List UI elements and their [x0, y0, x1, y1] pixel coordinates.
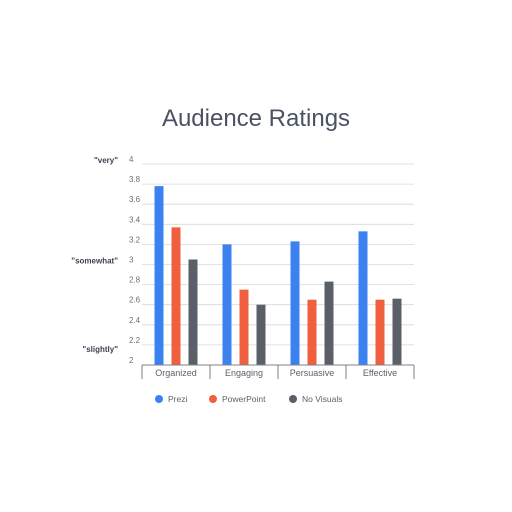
y-tick-label: 2.4 [129, 316, 141, 325]
qualitative-label: "somewhat" [71, 257, 118, 266]
legend-item: PowerPoint [209, 394, 266, 404]
legend-label: Prezi [168, 394, 187, 404]
x-tick-label: Engaging [225, 368, 263, 378]
bar-powerpoint-effective [375, 299, 385, 365]
y-tick-label: 3.2 [129, 235, 141, 244]
y-tick-label: 3.8 [129, 175, 141, 184]
bars [154, 186, 402, 365]
legend-item: Prezi [155, 394, 187, 404]
y-tick-label: 3 [129, 256, 134, 265]
bar-powerpoint-organized [171, 227, 181, 365]
legend-swatch [155, 395, 163, 403]
bar-no-visuals-organized [188, 259, 198, 365]
qualitative-labels: "very" "somewhat" "slightly" [71, 156, 118, 354]
legend-label: PowerPoint [222, 394, 266, 404]
y-tick-label: 2.2 [129, 336, 141, 345]
chart-title: Audience Ratings [162, 105, 350, 132]
y-tick-label: 2 [129, 356, 134, 365]
qualitative-label: "very" [94, 156, 118, 165]
bar-prezi-persuasive [290, 241, 300, 365]
y-tick-label: 2.6 [129, 296, 141, 305]
legend: Prezi PowerPoint No Visuals [155, 394, 342, 404]
y-tick-label: 3.6 [129, 195, 141, 204]
y-tick-label: 3.4 [129, 215, 141, 224]
x-axis: Organized Engaging Persuasive Effective [141, 364, 415, 379]
bar-prezi-effective [358, 231, 368, 365]
x-tick-label: Persuasive [290, 368, 335, 378]
x-tick-label: Organized [155, 368, 197, 378]
legend-item: No Visuals [289, 394, 342, 404]
y-axis-ticks: 2 2.2 2.4 2.6 2.8 3 3.2 3.4 3.6 3.8 4 [129, 155, 141, 365]
legend-swatch [209, 395, 217, 403]
bar-no-visuals-engaging [256, 304, 266, 365]
y-tick-label: 4 [129, 155, 134, 164]
bar-no-visuals-persuasive [324, 281, 334, 365]
bar-prezi-engaging [222, 244, 232, 365]
bar-prezi-organized [154, 186, 164, 365]
legend-swatch [289, 395, 297, 403]
y-tick-label: 2.8 [129, 276, 141, 285]
bar-powerpoint-persuasive [307, 299, 317, 365]
qualitative-label: "slightly" [82, 345, 118, 354]
legend-label: No Visuals [302, 394, 342, 404]
bar-no-visuals-effective [392, 298, 402, 365]
gridlines [142, 163, 414, 366]
bar-powerpoint-engaging [239, 289, 249, 365]
x-tick-label: Effective [363, 368, 397, 378]
